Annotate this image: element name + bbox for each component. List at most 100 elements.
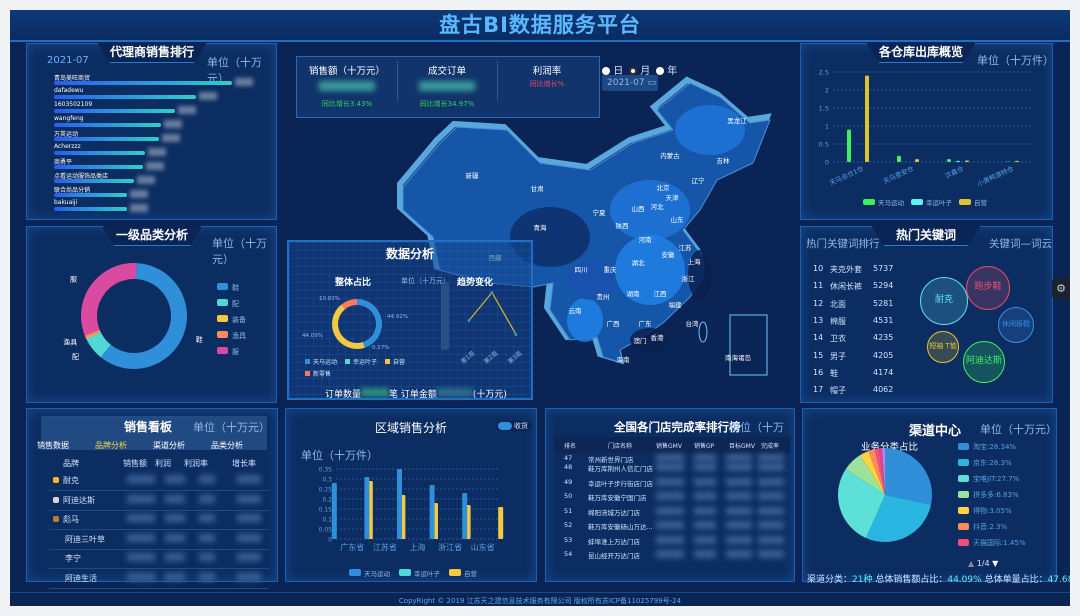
share-label: 10.83% (319, 296, 340, 302)
blurred-value (127, 494, 155, 503)
summary-label: 总体单量占比： (984, 575, 1048, 585)
footer-copyright: CopyRight © 2019 江苏天之建信息技术服务有限公司 版权所有苏IC… (10, 592, 1070, 606)
y-tick-label: 0.2 (322, 497, 332, 504)
store-rank: 49 (564, 477, 573, 486)
province-label: 江苏 (679, 243, 693, 252)
legend-label[interactable]: 宝唯JIT:27.7% (973, 475, 1020, 483)
agent-bar[interactable] (54, 123, 161, 127)
legend-label: 自营 (464, 569, 478, 578)
blurred-value (127, 572, 155, 581)
dashboard: 盘古BI数据服务平台 黑龙江吉林辽宁内蒙古北京天津河北山西山东宁夏甘肃新疆青海西… (10, 10, 1070, 606)
board-tab-品类分析[interactable]: 品类分析 (211, 441, 243, 450)
board-tab-品牌分析[interactable]: 品牌分析 (95, 441, 127, 450)
keyword-count: 5281 (873, 298, 894, 308)
agent-bar[interactable] (54, 95, 197, 99)
period-radio-月[interactable]: 月 (629, 62, 650, 77)
province-label: 湖南 (627, 289, 641, 298)
province-label: 澳门 (634, 336, 647, 345)
legend-label[interactable]: 拼多多:6.83% (973, 491, 1019, 499)
x-tick-label: 天马总仓1仓 (828, 163, 865, 187)
agent-bar[interactable] (54, 109, 176, 113)
ranking-label: 热门关键词排行 (806, 238, 880, 250)
trend-line (468, 291, 517, 335)
blurred-value (165, 553, 185, 561)
agent-name: 商勇平 (54, 159, 73, 166)
blurred-value (726, 550, 752, 559)
next-page-icon[interactable]: ▼ (992, 559, 999, 568)
period-radio-日[interactable]: 日 (602, 62, 623, 77)
store-name: 蚌埠淮上万达门店 (588, 537, 640, 546)
agent-bar[interactable] (54, 81, 232, 85)
legend-swatch (217, 347, 228, 354)
date-picker[interactable]: 2021-07 ▭ (602, 75, 658, 91)
pie-slice-天猫国际 (874, 448, 885, 495)
agent-bar[interactable] (54, 207, 127, 211)
legend-label[interactable]: 抖音:2.3% (973, 523, 1008, 531)
trend-title: 趋势变化 (457, 278, 494, 288)
province-label: 新疆 (466, 171, 480, 180)
agent-bar[interactable] (54, 193, 127, 197)
order-summary: 订单数量 笔 订单金额 (十万元) (325, 387, 507, 400)
legend-label[interactable]: 京东:28.3% (973, 459, 1012, 467)
agent-date: 2021-07 (47, 55, 89, 66)
legend-label: 幸运叶子 (414, 569, 441, 578)
settings-gear-icon[interactable]: ⚙ (1052, 278, 1070, 300)
agent-name: Acherzzz (54, 143, 81, 150)
legend-swatch (958, 459, 969, 466)
legend-label[interactable]: 得物:3.05% (973, 507, 1012, 515)
bar-天马运动 (847, 129, 851, 162)
x-tick-label: 山东省 (471, 542, 495, 552)
agent-bar[interactable] (54, 179, 135, 183)
panel-title: 各仓库出库概览 (866, 43, 976, 63)
orders-suffix: 笔 (389, 390, 399, 400)
keyword-count: 4062 (873, 385, 894, 395)
blurred-value (237, 494, 261, 503)
agent-bar[interactable] (54, 151, 145, 155)
agent-sales-panel: 代理商销售排行 2021-07 单位（十万元） 青岛美旺商贸 dafadewu 16… (26, 43, 277, 220)
trend-axis-blurred (441, 282, 449, 350)
board-tab-销售数据[interactable]: 销售数据 (37, 441, 69, 450)
prev-page-icon[interactable]: ▲ (968, 559, 975, 568)
legend-label[interactable]: 天猫国际:1.45% (973, 539, 1026, 547)
keyword-rank: 15 (813, 350, 824, 360)
agent-value-blurred (137, 176, 156, 184)
keyword-bubble[interactable]: 耐克 (920, 277, 968, 325)
channel-pie-chart (838, 448, 932, 542)
province-label: 四川 (575, 266, 588, 274)
province-label: 辽宁 (692, 176, 706, 185)
blurred-value (165, 475, 185, 483)
region-bar-chart: 0 0.05 0.1 0.15 0.2 0.25 0.3 0.35 广东省 江苏省 上海 浙江省 山东省… (319, 467, 504, 578)
province-region (688, 250, 712, 300)
brand-name: 阿迪达斯 (63, 495, 95, 505)
period-radio-年[interactable]: 年 (656, 62, 677, 77)
bar-天马运动 (364, 477, 370, 539)
kpi-change: 同比增长% (529, 80, 565, 88)
legend-label[interactable]: 淘宝:28.34% (973, 443, 1017, 451)
province-label: 台湾 (686, 319, 700, 328)
column-header: 增长率 (232, 459, 256, 468)
keyword-rank: 17 (813, 385, 824, 395)
blurred-value (694, 492, 716, 501)
province-label: 上海 (688, 257, 702, 266)
keyword-bubble[interactable]: 休闲板鞋 (998, 307, 1034, 343)
bar-自营 (1015, 160, 1019, 162)
keyword-bubble[interactable]: 跑步鞋 (966, 266, 1010, 310)
blurred-value (656, 550, 684, 559)
header-bar (10, 10, 1070, 42)
x-tick-label: 小黄鸭清特仓 (976, 163, 1016, 188)
blurred-value (165, 494, 185, 503)
blurred-value (694, 463, 716, 472)
blurred-value (656, 454, 684, 462)
receipt-toggle[interactable]: 收货 (496, 421, 532, 431)
keyword-count: 5294 (873, 281, 894, 291)
board-tab-渠道分析[interactable]: 渠道分析 (153, 441, 185, 450)
legend-swatch (958, 491, 969, 498)
legend-pager: ▲ 1/4 ▼ (968, 559, 998, 568)
agent-bar[interactable] (54, 137, 160, 141)
keyword-bubble[interactable]: 阿迪达斯 (963, 341, 1005, 383)
legend-label: 配 (232, 300, 239, 308)
blurred-value (127, 514, 155, 522)
unit-label: 单位（十万元） (980, 423, 1057, 436)
agent-bar[interactable] (54, 165, 143, 169)
keyword-bubble[interactable]: 短袖 T恤 (927, 331, 959, 363)
